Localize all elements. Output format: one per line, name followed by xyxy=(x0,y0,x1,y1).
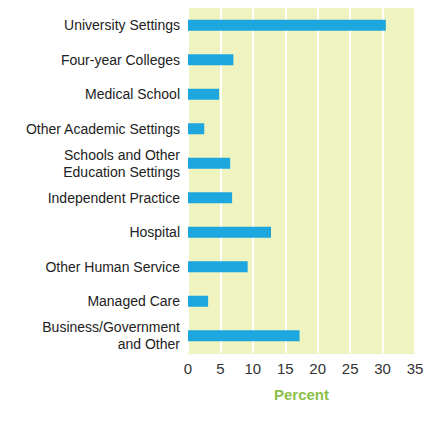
svg-text:0: 0 xyxy=(184,360,192,377)
svg-text:Medical School: Medical School xyxy=(85,86,180,102)
svg-text:20: 20 xyxy=(309,360,326,377)
svg-text:15: 15 xyxy=(277,360,294,377)
svg-text:Education Settings: Education Settings xyxy=(63,164,180,180)
svg-text:35: 35 xyxy=(407,360,424,377)
svg-text:Independent Practice: Independent Practice xyxy=(48,190,181,206)
svg-text:10: 10 xyxy=(245,360,262,377)
svg-text:25: 25 xyxy=(342,360,359,377)
svg-text:Managed Care: Managed Care xyxy=(87,293,180,309)
svg-text:Percent: Percent xyxy=(274,386,329,403)
svg-text:Hospital: Hospital xyxy=(129,224,180,240)
svg-text:Four-year Colleges: Four-year Colleges xyxy=(61,52,180,68)
svg-text:Other Academic Settings: Other Academic Settings xyxy=(26,121,180,137)
svg-text:and Other: and Other xyxy=(118,336,181,352)
svg-text:Schools and Other: Schools and Other xyxy=(64,147,180,163)
svg-text:University Settings: University Settings xyxy=(64,17,180,33)
svg-text:Other Human Service: Other Human Service xyxy=(45,259,180,275)
svg-text:30: 30 xyxy=(374,360,391,377)
svg-text:Business/Government: Business/Government xyxy=(42,319,180,335)
svg-text:5: 5 xyxy=(216,360,224,377)
